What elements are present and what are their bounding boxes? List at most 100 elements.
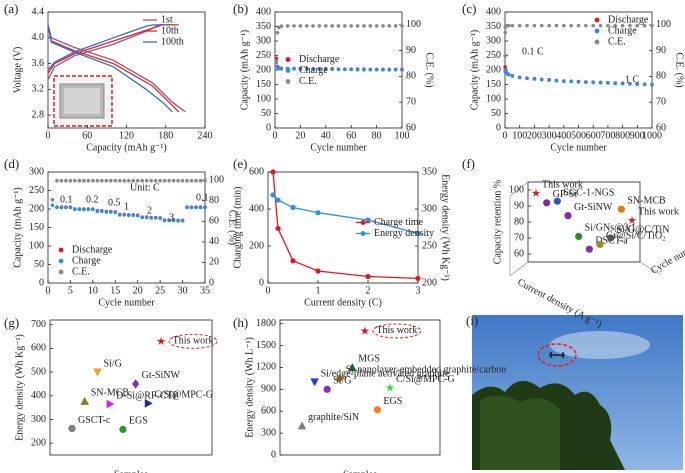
marker xyxy=(617,205,625,213)
marker xyxy=(311,67,315,71)
marker xyxy=(203,178,207,183)
marker xyxy=(176,178,180,183)
marker xyxy=(82,178,86,183)
y-tick-label: 150 xyxy=(29,222,44,233)
marker xyxy=(323,385,331,393)
marker xyxy=(126,178,131,183)
drone-photo: (i) xyxy=(466,313,683,470)
legend-label: C.E. xyxy=(299,76,317,87)
marker xyxy=(149,216,153,220)
panel-label: (b) xyxy=(233,1,248,16)
marker xyxy=(374,67,379,72)
x-tick-label: 3 xyxy=(416,285,421,296)
panel-label: (h) xyxy=(233,315,248,330)
marker xyxy=(547,23,551,28)
legend-label: Discharge xyxy=(608,14,649,25)
x-tick-label: 700 xyxy=(600,130,615,141)
marker xyxy=(564,212,572,220)
marker xyxy=(171,218,176,223)
marker xyxy=(598,80,603,85)
point-label: Si/edge-plane activated graphite xyxy=(321,368,450,379)
x-tick-label: 0 xyxy=(503,130,508,141)
legend-label: 1st xyxy=(161,14,173,25)
legend-marker xyxy=(285,79,291,84)
marker xyxy=(162,178,167,183)
annotation: 1 xyxy=(124,201,129,212)
y-axis-label: Capacity (mAh g⁻¹) xyxy=(469,30,480,110)
marker xyxy=(86,178,91,183)
y-tick-label: 1800 xyxy=(256,318,276,329)
marker xyxy=(167,178,171,183)
x-tick-label: 0 xyxy=(266,285,271,296)
marker xyxy=(336,24,341,28)
y-tick-label: 0 xyxy=(266,122,271,133)
inset-photo xyxy=(53,75,113,127)
marker xyxy=(336,67,341,72)
marker xyxy=(650,82,654,87)
marker xyxy=(547,78,551,82)
legend-label: C.E. xyxy=(72,266,90,277)
x-axis-label: Cycle number xyxy=(98,297,155,308)
marker xyxy=(606,81,610,85)
y2-tick-label: 100 xyxy=(406,19,421,30)
x-tick-label: 15 xyxy=(110,285,120,296)
y2-tick-label: 0 xyxy=(209,277,214,288)
annotation: 2 xyxy=(147,205,152,216)
panel-label: (a) xyxy=(4,1,18,16)
point-label: Si/G xyxy=(333,376,351,387)
y-tick-label: 400 xyxy=(249,203,264,214)
marker xyxy=(365,217,371,223)
marker xyxy=(596,240,604,248)
y-tick-label: 2.8 xyxy=(32,109,45,120)
marker xyxy=(387,24,392,28)
y-tick-label: 200 xyxy=(29,203,44,214)
marker xyxy=(153,216,158,220)
marker xyxy=(171,178,176,183)
point-label: This work xyxy=(542,179,583,190)
y-tick-label: 50 xyxy=(261,108,271,119)
point-label: Gr@Si/C/TiO₂ xyxy=(606,231,666,242)
marker xyxy=(50,197,55,202)
y-tick-label: 90 xyxy=(514,200,524,211)
marker xyxy=(317,24,322,28)
y-tick-label: 100 xyxy=(509,184,524,195)
marker xyxy=(104,178,109,183)
marker xyxy=(503,65,507,69)
marker xyxy=(73,178,77,183)
legend-label: Charge time xyxy=(374,217,424,228)
marker xyxy=(64,205,68,210)
x-tick-label: 2 xyxy=(366,285,371,296)
y2-tick-label: 20 xyxy=(209,257,219,268)
marker xyxy=(113,210,118,215)
marker xyxy=(642,82,647,87)
x-tick-label: 500 xyxy=(571,130,586,141)
marker xyxy=(132,379,140,389)
marker xyxy=(274,56,279,61)
point-label: This work xyxy=(173,336,214,347)
marker xyxy=(393,67,398,72)
y-tick-label: 4.0 xyxy=(32,32,45,43)
marker xyxy=(362,67,366,72)
marker xyxy=(315,268,321,274)
marker xyxy=(591,23,595,28)
marker xyxy=(180,219,185,223)
annotation: 1 C xyxy=(625,74,640,85)
marker xyxy=(517,23,522,28)
y-tick-label: 300 xyxy=(31,414,46,425)
marker xyxy=(279,24,284,28)
marker xyxy=(122,178,127,183)
marker xyxy=(553,197,561,205)
marker xyxy=(393,24,398,28)
y2-tick-label: 100 xyxy=(656,19,671,30)
marker xyxy=(613,81,618,86)
marker xyxy=(562,23,566,28)
x-axis-label: Capacity (mAh g⁻¹) xyxy=(86,142,166,153)
x-tick-label: 5 xyxy=(68,285,73,296)
y-tick-label: 200 xyxy=(256,64,271,75)
point-label: MGS xyxy=(358,354,380,365)
legend-label: 100th xyxy=(161,36,184,47)
marker xyxy=(106,399,115,409)
marker xyxy=(100,209,104,214)
y-tick-label: 50 xyxy=(34,259,44,270)
marker xyxy=(554,78,559,83)
